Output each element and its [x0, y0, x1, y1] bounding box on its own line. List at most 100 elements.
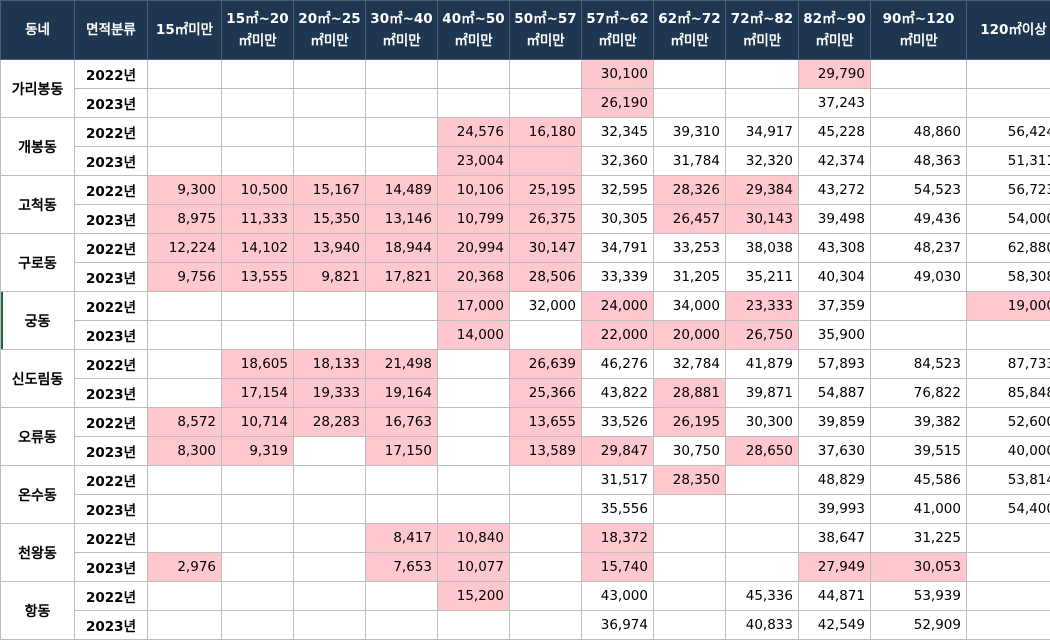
value-cell[interactable] — [365, 88, 438, 118]
column-header[interactable]: 72㎡~82 ㎡미만 — [725, 0, 799, 60]
value-cell[interactable]: 53,939 — [870, 581, 967, 611]
value-cell[interactable]: 30,147 — [509, 233, 582, 263]
year-cell[interactable]: 2022년 — [74, 407, 148, 437]
value-cell[interactable]: 32,784 — [653, 349, 726, 379]
value-cell[interactable] — [725, 465, 799, 495]
value-cell[interactable]: 30,305 — [581, 204, 654, 234]
value-cell[interactable]: 53,814 — [966, 465, 1050, 495]
value-cell[interactable]: 23,333 — [725, 291, 799, 321]
column-header[interactable]: 동네 — [0, 0, 75, 60]
value-cell[interactable]: 18,372 — [581, 523, 654, 553]
value-cell[interactable]: 32,320 — [725, 146, 799, 176]
value-cell[interactable]: 54,887 — [798, 378, 871, 408]
dong-cell[interactable]: 온수동 — [0, 465, 75, 524]
year-cell[interactable]: 2023년 — [74, 204, 148, 234]
value-cell[interactable] — [221, 88, 294, 118]
year-cell[interactable]: 2022년 — [74, 233, 148, 263]
value-cell[interactable]: 43,308 — [798, 233, 871, 263]
value-cell[interactable] — [221, 523, 294, 553]
value-cell[interactable] — [147, 523, 222, 553]
value-cell[interactable]: 51,311 — [966, 146, 1050, 176]
value-cell[interactable]: 48,237 — [870, 233, 967, 263]
value-cell[interactable]: 58,308 — [966, 262, 1050, 292]
dong-cell[interactable]: 구로동 — [0, 233, 75, 292]
value-cell[interactable] — [509, 552, 582, 582]
year-cell[interactable]: 2022년 — [74, 523, 148, 553]
value-cell[interactable]: 19,164 — [365, 378, 438, 408]
value-cell[interactable]: 39,498 — [798, 204, 871, 234]
value-cell[interactable] — [293, 88, 366, 118]
value-cell[interactable]: 26,195 — [653, 407, 726, 437]
value-cell[interactable] — [365, 494, 438, 524]
value-cell[interactable]: 16,763 — [365, 407, 438, 437]
value-cell[interactable] — [293, 465, 366, 495]
value-cell[interactable]: 85,848 — [966, 378, 1050, 408]
value-cell[interactable] — [147, 494, 222, 524]
value-cell[interactable]: 38,038 — [725, 233, 799, 263]
value-cell[interactable]: 32,000 — [509, 291, 582, 321]
value-cell[interactable] — [966, 581, 1050, 611]
value-cell[interactable]: 33,253 — [653, 233, 726, 263]
value-cell[interactable]: 48,363 — [870, 146, 967, 176]
value-cell[interactable] — [147, 117, 222, 147]
value-cell[interactable]: 32,595 — [581, 175, 654, 205]
dong-cell[interactable]: 가리봉동 — [0, 59, 75, 118]
year-cell[interactable]: 2022년 — [74, 349, 148, 379]
value-cell[interactable]: 17,150 — [365, 436, 438, 466]
value-cell[interactable]: 39,859 — [798, 407, 871, 437]
value-cell[interactable]: 19,000 — [966, 291, 1050, 321]
year-cell[interactable]: 2022년 — [74, 117, 148, 147]
value-cell[interactable] — [221, 59, 294, 89]
value-cell[interactable] — [437, 465, 510, 495]
value-cell[interactable]: 18,133 — [293, 349, 366, 379]
value-cell[interactable]: 14,102 — [221, 233, 294, 263]
value-cell[interactable] — [147, 291, 222, 321]
value-cell[interactable]: 39,871 — [725, 378, 799, 408]
value-cell[interactable]: 24,576 — [437, 117, 510, 147]
value-cell[interactable] — [221, 320, 294, 350]
value-cell[interactable] — [365, 610, 438, 640]
value-cell[interactable]: 33,339 — [581, 262, 654, 292]
value-cell[interactable] — [147, 59, 222, 89]
value-cell[interactable]: 28,881 — [653, 378, 726, 408]
column-header[interactable]: 30㎡~40 ㎡미만 — [365, 0, 438, 60]
value-cell[interactable]: 23,004 — [437, 146, 510, 176]
year-cell[interactable]: 2022년 — [74, 465, 148, 495]
value-cell[interactable]: 17,000 — [437, 291, 510, 321]
value-cell[interactable] — [509, 523, 582, 553]
value-cell[interactable]: 10,500 — [221, 175, 294, 205]
value-cell[interactable] — [437, 610, 510, 640]
value-cell[interactable] — [221, 552, 294, 582]
value-cell[interactable]: 20,368 — [437, 262, 510, 292]
value-cell[interactable]: 15,350 — [293, 204, 366, 234]
value-cell[interactable] — [725, 59, 799, 89]
value-cell[interactable]: 25,195 — [509, 175, 582, 205]
value-cell[interactable]: 87,733 — [966, 349, 1050, 379]
value-cell[interactable]: 8,417 — [365, 523, 438, 553]
value-cell[interactable]: 26,750 — [725, 320, 799, 350]
dong-cell[interactable]: 고척동 — [0, 175, 75, 234]
value-cell[interactable] — [870, 291, 967, 321]
value-cell[interactable] — [725, 552, 799, 582]
value-cell[interactable]: 76,822 — [870, 378, 967, 408]
value-cell[interactable]: 56,424 — [966, 117, 1050, 147]
value-cell[interactable] — [870, 320, 967, 350]
value-cell[interactable] — [966, 610, 1050, 640]
value-cell[interactable]: 52,600 — [966, 407, 1050, 437]
value-cell[interactable]: 18,944 — [365, 233, 438, 263]
value-cell[interactable] — [365, 320, 438, 350]
value-cell[interactable]: 9,756 — [147, 262, 222, 292]
dong-cell[interactable]: 신도림동 — [0, 349, 75, 408]
value-cell[interactable]: 42,374 — [798, 146, 871, 176]
year-cell[interactable]: 2022년 — [74, 175, 148, 205]
value-cell[interactable] — [966, 320, 1050, 350]
value-cell[interactable]: 43,822 — [581, 378, 654, 408]
value-cell[interactable]: 10,799 — [437, 204, 510, 234]
value-cell[interactable]: 15,740 — [581, 552, 654, 582]
value-cell[interactable]: 37,359 — [798, 291, 871, 321]
value-cell[interactable]: 28,650 — [725, 436, 799, 466]
value-cell[interactable] — [725, 523, 799, 553]
value-cell[interactable] — [147, 146, 222, 176]
value-cell[interactable]: 48,829 — [798, 465, 871, 495]
value-cell[interactable] — [293, 436, 366, 466]
